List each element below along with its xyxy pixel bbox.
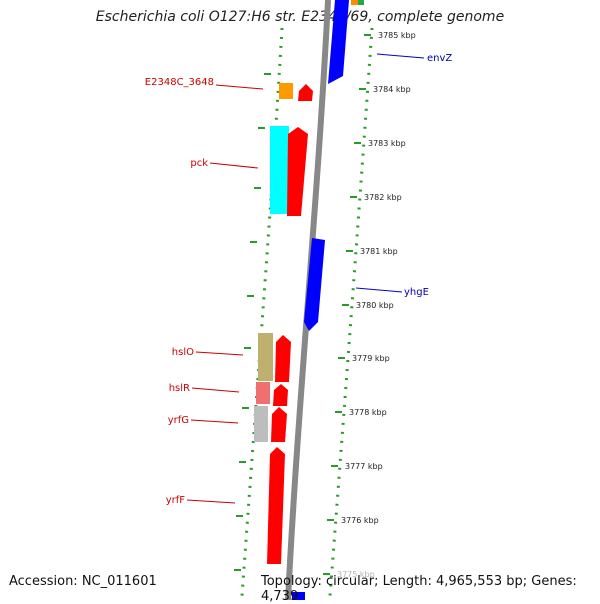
gc-content-dotted-line xyxy=(328,27,374,597)
gene-hslO-arrow xyxy=(275,335,291,382)
kbp-tick-label: 3778 kbp xyxy=(349,408,387,417)
gene-E2348C-3648-box xyxy=(279,83,293,99)
accession-text: Accession: NC_011601 xyxy=(9,574,157,589)
gene-yrfG-arrow xyxy=(271,407,287,442)
gene-bottom-blue xyxy=(292,592,305,600)
gene-label-envZ: envZ xyxy=(427,53,452,64)
kbp-tick-label: 3782 kbp xyxy=(364,193,402,202)
map-title: Escherichia coli O127:H6 str. E2348/69, … xyxy=(95,9,505,25)
gene-label-E2348C_3648: E2348C_3648 xyxy=(145,77,214,88)
kbp-tick-label: 3777 kbp xyxy=(345,462,383,471)
gene-envZ-arrow xyxy=(328,0,349,84)
gene-yhgE-arrow xyxy=(304,238,325,331)
kbp-tick-label: 3779 kbp xyxy=(352,354,390,363)
gene-E2348C-3648-arrow xyxy=(298,84,313,101)
partial-feature-green xyxy=(358,0,364,5)
gene-label-pck: pck xyxy=(190,158,208,169)
kbp-tick-label: 3775 kbp xyxy=(337,570,375,579)
kbp-tick-label: 3784 kbp xyxy=(373,85,411,94)
gene-label-yhgE: yhgE xyxy=(404,287,429,298)
gene-label-lines xyxy=(186,53,425,504)
gene-yrfF-arrow xyxy=(267,447,285,564)
partial-feature-orange xyxy=(351,0,359,5)
kbp-tick-labels: 3785 kbp 3784 kbp 3783 kbp 3782 kbp 3781 kbp… xyxy=(234,31,416,579)
kbp-tick-label: 3776 kbp xyxy=(341,516,379,525)
gene-pck-box xyxy=(270,126,289,214)
kbp-tick-label: 3783 kbp xyxy=(368,139,406,148)
gene-label-hslO: hslO xyxy=(172,347,194,358)
gene-hslO-box xyxy=(258,333,273,381)
gene-label-yrfF: yrfF xyxy=(166,495,186,506)
gene-pck-arrow xyxy=(287,127,308,216)
gene-label-hslR: hslR xyxy=(169,383,190,394)
kbp-tick-label: 3780 kbp xyxy=(356,301,394,310)
kbp-tick-label: 3785 kbp xyxy=(378,31,416,40)
gc-skew-dotted-line xyxy=(240,27,284,597)
gene-label-yrfG: yrfG xyxy=(168,415,189,426)
gene-yrfG-box xyxy=(254,406,268,442)
kbp-tick-label: 3781 kbp xyxy=(360,247,398,256)
gene-hslR-arrow xyxy=(273,384,288,406)
gene-hslR-box xyxy=(256,382,270,404)
